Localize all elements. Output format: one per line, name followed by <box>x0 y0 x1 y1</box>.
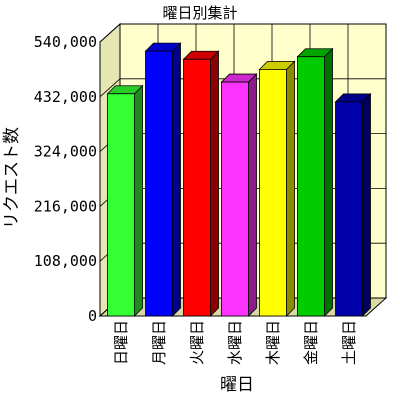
bar-front-6 <box>297 56 325 317</box>
x-tick-label-4: 水曜日 <box>226 320 244 365</box>
bars-group <box>106 42 372 317</box>
bar-side-3 <box>210 50 219 317</box>
bar-2 <box>144 42 182 317</box>
x-tick-label-6: 金曜日 <box>302 320 320 365</box>
bar-side-1 <box>134 84 143 317</box>
y-tick-label-1: 108,000 <box>34 252 97 270</box>
bar-5 <box>258 60 296 317</box>
y-axis-label: リクエスト数 <box>2 127 22 229</box>
bar-side-7 <box>362 92 371 317</box>
bar-3 <box>182 50 220 317</box>
y-tick-label-2: 216,000 <box>34 197 97 215</box>
bar-side-6 <box>324 47 333 317</box>
bar-4 <box>220 73 258 317</box>
x-tick-label-3: 火曜日 <box>188 320 206 365</box>
bar-1 <box>106 84 144 317</box>
x-axis-label: 曜日 <box>220 375 254 395</box>
x-tick-labels: 日曜日 月曜日 火曜日 水曜日 木曜日 金曜日 土曜日 <box>112 320 358 365</box>
gridline-side-4 <box>99 78 121 98</box>
bar-front-5 <box>259 69 287 317</box>
chart-title: 曜日別集計 <box>162 4 237 22</box>
x-tick-label-5: 木曜日 <box>264 320 282 365</box>
y-tick-label-3: 324,000 <box>34 143 97 161</box>
bar-side-4 <box>248 73 257 317</box>
bar-6 <box>296 47 334 317</box>
x-tick-label-1: 日曜日 <box>112 320 130 365</box>
gridline-side-5 <box>99 23 121 43</box>
bar-front-7 <box>335 101 363 317</box>
y-tick-labels: 0 108,000 216,000 324,000 432,000 540,000 <box>34 33 97 325</box>
y-tick-label-5: 540,000 <box>34 33 97 51</box>
bar-side-5 <box>286 60 295 317</box>
x-tick-label-7: 土曜日 <box>340 320 358 365</box>
y-tick-label-4: 432,000 <box>34 88 97 106</box>
x-tick-label-2: 月曜日 <box>150 320 168 365</box>
bar-front-1 <box>107 93 135 317</box>
y-tick-label-0: 0 <box>88 307 97 325</box>
bar-front-2 <box>145 50 173 317</box>
bar-front-4 <box>221 81 249 317</box>
bar-front-3 <box>183 58 211 317</box>
bar-side-2 <box>172 42 181 317</box>
bar-7 <box>334 92 372 317</box>
